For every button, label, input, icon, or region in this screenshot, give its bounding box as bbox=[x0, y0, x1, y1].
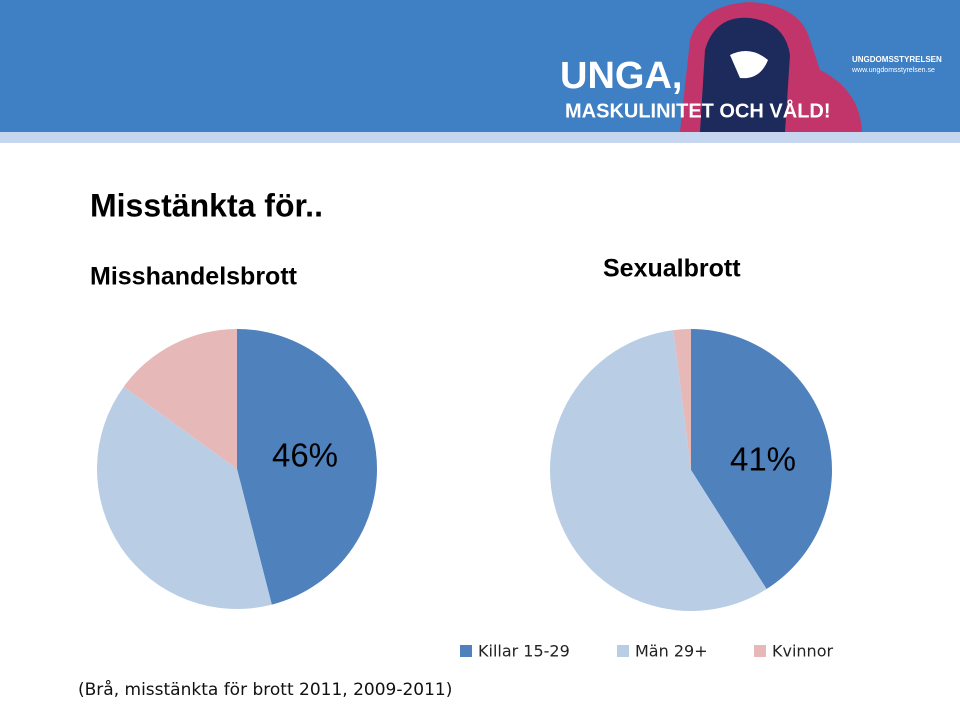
legend-swatch bbox=[460, 645, 472, 657]
pie-slice bbox=[123, 329, 237, 469]
pie-slice bbox=[691, 329, 832, 590]
legend-label: Män 29+ bbox=[635, 642, 708, 661]
banner-strip bbox=[0, 132, 960, 143]
logo-subtitle: MASKULINITET OCH VÅLD! bbox=[565, 98, 831, 122]
pie-slice bbox=[673, 329, 691, 470]
org-name: UNGDOMSSTYRELSEN bbox=[852, 55, 942, 64]
value-label: 46% bbox=[272, 437, 338, 474]
legend-label: Killar 15-29 bbox=[478, 642, 570, 661]
legend-label: Kvinnor bbox=[772, 642, 833, 661]
value-label: 41% bbox=[730, 441, 796, 478]
chart-title: Misshandelsbrott bbox=[90, 263, 298, 291]
org-url: www.ungdomsstyrelsen.se bbox=[851, 67, 935, 74]
pie-slice bbox=[97, 386, 272, 609]
pie-slice bbox=[549, 330, 767, 611]
chart-title: Sexualbrott bbox=[603, 255, 741, 283]
logo-art bbox=[680, 2, 862, 133]
slide-title: Misstänkta för.. bbox=[90, 187, 323, 223]
legend-swatch bbox=[754, 645, 766, 657]
logo-title: UNGA, bbox=[560, 55, 682, 97]
legend-swatch bbox=[617, 645, 629, 657]
pie-slice bbox=[237, 329, 377, 605]
footnote: (Brå, misstänkta för brott 2011, 2009-20… bbox=[78, 679, 452, 700]
